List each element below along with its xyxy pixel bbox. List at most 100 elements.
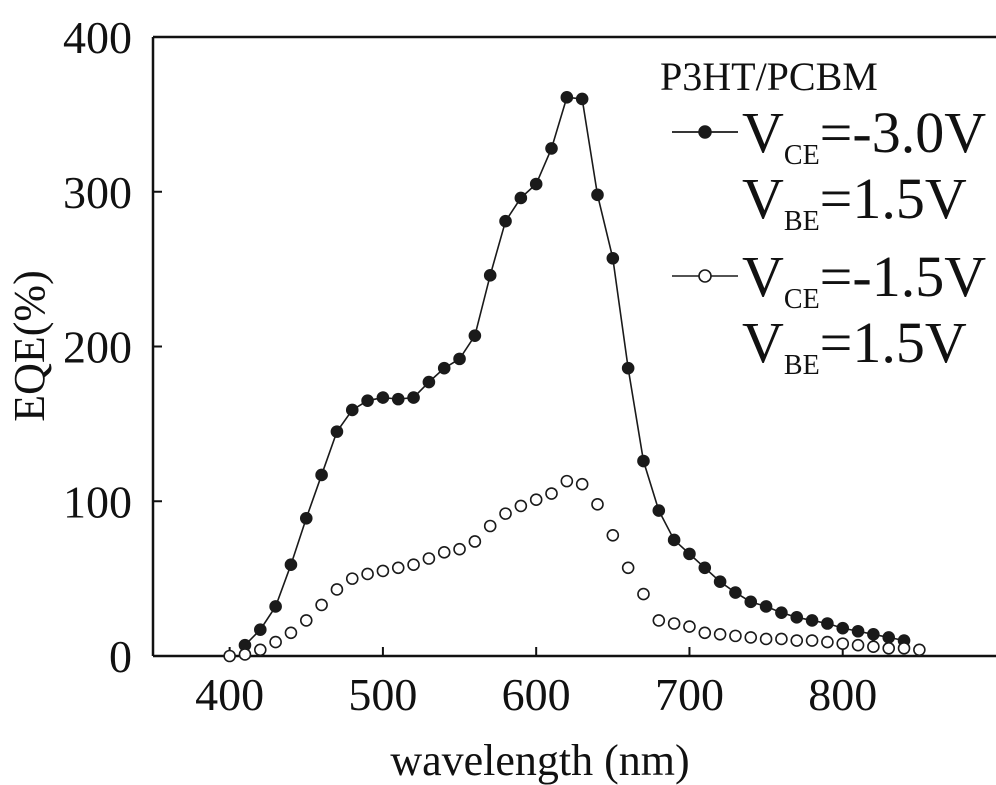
series-1-point bbox=[315, 468, 328, 482]
y-tick-label: 300 bbox=[63, 167, 132, 218]
series-1-point bbox=[407, 391, 420, 404]
series-1-point bbox=[790, 611, 804, 624]
series-1-point bbox=[499, 214, 512, 228]
series-2-point bbox=[759, 632, 773, 646]
series-2-point bbox=[575, 477, 589, 491]
series-1-point bbox=[422, 375, 436, 389]
series-2-point bbox=[606, 528, 620, 542]
legend-entry-vce-1-5v: VCE=-1.5V VBE=1.5V bbox=[672, 244, 986, 381]
series-2-point bbox=[560, 474, 574, 488]
series-1-point bbox=[529, 177, 543, 191]
series-1-point bbox=[299, 511, 313, 525]
series-2-point bbox=[238, 648, 252, 661]
series-1-point bbox=[759, 600, 773, 613]
y-tick-label: 100 bbox=[63, 476, 132, 527]
series-2-point bbox=[790, 634, 804, 647]
series-1-point bbox=[729, 586, 742, 599]
series-2-point bbox=[729, 629, 742, 643]
series-2-point bbox=[468, 535, 482, 548]
series-1-point bbox=[330, 425, 344, 438]
series-2-point bbox=[223, 649, 236, 663]
series-1-point bbox=[621, 361, 635, 375]
series-1-point bbox=[775, 606, 788, 619]
series-2-point bbox=[897, 641, 911, 655]
series-2-point bbox=[882, 641, 896, 655]
series-1-point bbox=[253, 623, 267, 636]
series-2-point bbox=[698, 626, 712, 640]
legend-entry-1-line-1: VCE=-3.0V bbox=[742, 100, 986, 171]
series-1-point bbox=[744, 595, 758, 609]
series-2-point bbox=[483, 519, 497, 533]
series-2-point bbox=[269, 635, 282, 649]
series-2-point bbox=[667, 617, 681, 630]
series-1-point bbox=[483, 269, 497, 282]
series-2-point bbox=[453, 542, 466, 556]
series-2-point bbox=[836, 637, 850, 650]
series-2-point bbox=[713, 628, 727, 641]
series-2-point bbox=[299, 614, 313, 627]
legend-entry-1-line-2: VBE=1.5V bbox=[742, 166, 967, 237]
y-axis-title: EQE(%) bbox=[5, 270, 54, 422]
series-2-point bbox=[851, 638, 865, 652]
legend-marker-filled bbox=[698, 125, 712, 139]
legend-entry-vce-3v: VCE=-3.0V VBE=1.5V bbox=[672, 100, 986, 237]
series-layer bbox=[223, 91, 926, 663]
y-tick-label: 400 bbox=[63, 12, 132, 63]
series-2-point bbox=[775, 632, 788, 646]
series-2-point bbox=[545, 487, 558, 500]
series-1-point bbox=[652, 504, 666, 517]
series-1-point bbox=[269, 600, 282, 613]
series-1-point bbox=[361, 394, 374, 407]
series-1-point bbox=[391, 392, 405, 406]
series-2-point bbox=[744, 631, 758, 644]
series-2-point bbox=[867, 640, 880, 654]
series-2-point bbox=[514, 499, 528, 513]
series-1-point bbox=[345, 403, 359, 417]
series-1-point bbox=[591, 188, 604, 202]
series-2-point bbox=[652, 614, 666, 627]
series-2-point bbox=[407, 558, 420, 571]
series-2-point bbox=[621, 561, 635, 575]
series-1-point bbox=[683, 547, 696, 561]
x-tick-label: 400 bbox=[195, 669, 264, 720]
series-2-point bbox=[376, 564, 390, 578]
legend-entry-2-line-1: VCE=-1.5V bbox=[742, 244, 986, 315]
series-1-point bbox=[713, 575, 727, 589]
series-1-point bbox=[667, 533, 681, 547]
series-1-point bbox=[437, 361, 451, 375]
legend: P3HT/PCBM VCE=-3.0V VBE=1.5V VCE=-1.5V V… bbox=[660, 54, 986, 381]
axis-ticks: 400 500 600 700 800 0 100 200 300 400 bbox=[63, 12, 877, 720]
series-2-point bbox=[422, 552, 436, 565]
series-1-point bbox=[698, 561, 712, 575]
series-1-point bbox=[376, 391, 390, 404]
series-1-point bbox=[453, 352, 466, 366]
series-1-point bbox=[560, 91, 574, 104]
series-2-point bbox=[345, 572, 359, 585]
series-2-point bbox=[437, 546, 451, 559]
series-1-point bbox=[836, 621, 850, 635]
series-1-point bbox=[851, 624, 865, 638]
x-tick-label: 500 bbox=[348, 669, 417, 720]
series-1-point bbox=[514, 191, 528, 205]
series-2-point bbox=[315, 598, 328, 612]
series-1-point bbox=[575, 92, 589, 106]
series-1-point bbox=[637, 454, 650, 468]
series-1-point bbox=[821, 617, 834, 630]
series-1-point bbox=[606, 251, 620, 265]
legend-marker-open bbox=[698, 269, 712, 283]
series-2-point bbox=[284, 626, 298, 640]
series-2-point bbox=[499, 507, 512, 520]
y-tick-label: 0 bbox=[109, 631, 132, 682]
series-1-point bbox=[284, 558, 298, 571]
series-2 bbox=[223, 474, 926, 663]
y-tick-label: 200 bbox=[63, 322, 132, 373]
series-1-point bbox=[545, 142, 558, 155]
x-tick-label: 800 bbox=[808, 669, 877, 720]
series-2-point bbox=[805, 634, 819, 647]
series-2-point bbox=[637, 587, 650, 601]
series-2-point bbox=[529, 493, 543, 507]
series-2-point bbox=[683, 620, 696, 633]
series-1-point bbox=[882, 631, 896, 644]
x-tick-label: 600 bbox=[502, 669, 571, 720]
